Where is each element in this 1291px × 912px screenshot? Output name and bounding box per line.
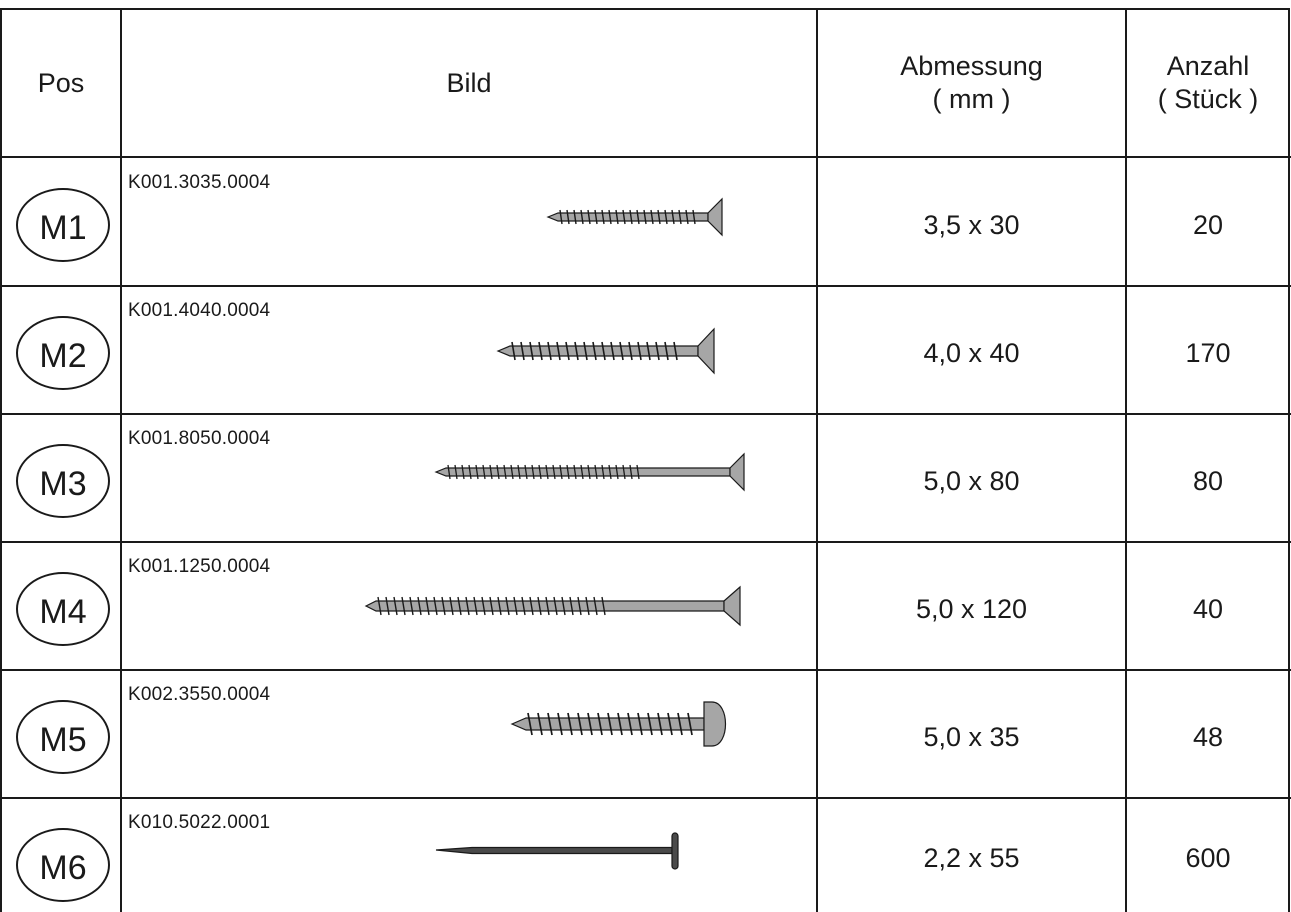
quantity-value: 20: [1192, 209, 1224, 240]
position-badge: M1: [16, 188, 110, 262]
quantity-value: 40: [1192, 593, 1224, 624]
quantity-value: 80: [1192, 465, 1224, 496]
countersunk-screw-icon: [434, 452, 745, 492]
article-number: K001.3035.0004: [128, 172, 271, 193]
dimension-value: 4,0 x 40: [923, 337, 1020, 368]
position-badge: M3: [16, 444, 110, 518]
position-badge: M5: [16, 700, 110, 774]
header-anzahl: Anzahl ( Stück ): [1157, 51, 1259, 114]
article-number: K001.8050.0004: [128, 428, 271, 449]
countersunk-screw-icon: [364, 585, 741, 627]
table-border: [0, 8, 1290, 912]
position-badge: M2: [16, 316, 110, 390]
header-bild: Bild: [446, 67, 492, 98]
dimension-value: 5,0 x 80: [923, 465, 1020, 496]
dimension-value: 5,0 x 35: [923, 721, 1020, 752]
pan-head-screw-icon: [510, 701, 726, 747]
nail-icon: [435, 832, 679, 870]
header-pos: Pos: [37, 67, 85, 98]
article-number: K010.5022.0001: [128, 812, 271, 833]
countersunk-screw-icon: [496, 327, 715, 375]
article-number: K001.4040.0004: [128, 300, 271, 321]
position-badge: M4: [16, 572, 110, 646]
dimension-value: 3,5 x 30: [923, 209, 1020, 240]
header-abmessung: Abmessung ( mm ): [900, 51, 1043, 114]
quantity-value: 170: [1185, 337, 1231, 368]
quantity-value: 600: [1185, 843, 1231, 873]
dimension-value: 2,2 x 55: [923, 843, 1020, 873]
dimension-value: 5,0 x 120: [915, 593, 1028, 624]
quantity-value: 48: [1192, 721, 1224, 752]
article-number: K002.3550.0004: [128, 684, 271, 705]
position-badge: M6: [16, 828, 110, 902]
article-number: K001.1250.0004: [128, 556, 271, 577]
countersunk-screw-icon: [546, 197, 723, 237]
